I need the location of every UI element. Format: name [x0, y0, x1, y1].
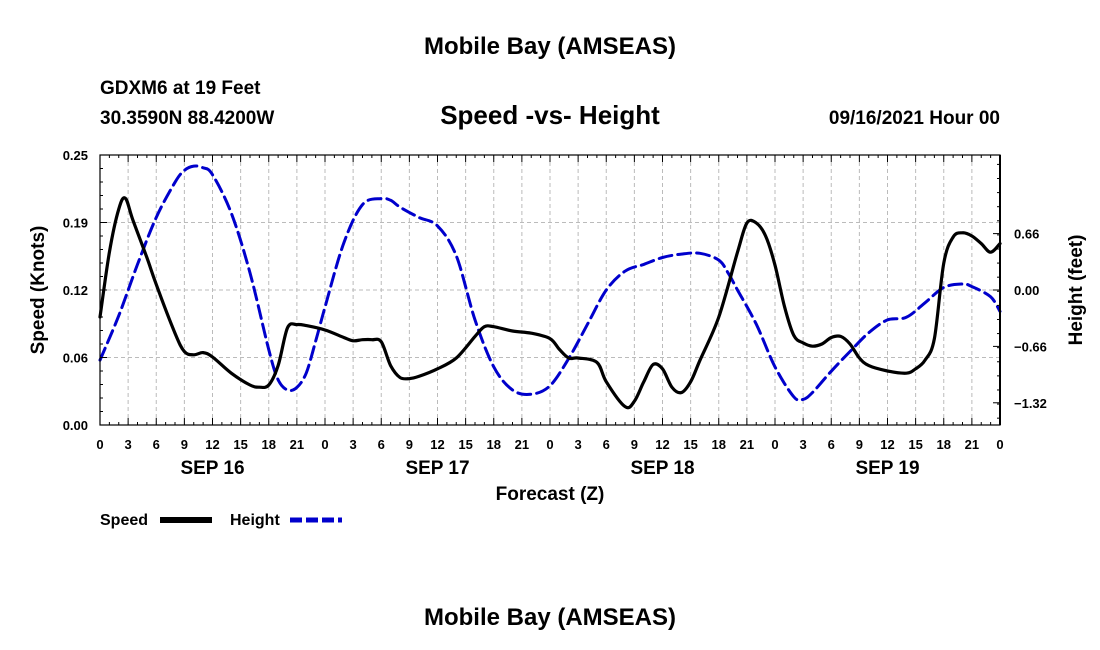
x-tick-label: 21 [290, 437, 304, 452]
x-tick-label: 21 [965, 437, 979, 452]
y-left-tick-label: 0.00 [63, 418, 88, 433]
axis-ticks: 0 3 6 9 12 15 18 21 0 3 6 9 12 15 18 21 0 3 6 9 12 15 18 21 0 3 6 9… [63, 148, 1047, 479]
height-series-line [98, 164, 1002, 402]
day-label: SEP 17 [405, 458, 469, 479]
y-right-tick-label: 0.66 [1014, 227, 1039, 242]
title-bottom: Mobile Bay (AMSEAS) [424, 604, 676, 631]
legend-height-label: Height [230, 512, 280, 529]
x-tick-label: 6 [378, 437, 385, 452]
x-tick-label: 3 [800, 437, 807, 452]
x-tick-label: 12 [655, 437, 669, 452]
x-tick-label: 15 [233, 437, 247, 452]
y-right-tick-label: −1.32 [1014, 396, 1047, 411]
x-tick-label: 15 [908, 437, 922, 452]
x-tick-label: 3 [125, 437, 132, 452]
x-tick-label: 18 [937, 437, 951, 452]
x-tick-label: 12 [880, 437, 894, 452]
x-tick-label: 0 [96, 437, 103, 452]
x-tick-label: 21 [515, 437, 529, 452]
x-tick-label: 12 [205, 437, 219, 452]
x-tick-label: 12 [430, 437, 444, 452]
legend: Speed Height [100, 512, 342, 529]
y-left-tick-label: 0.19 [63, 216, 88, 231]
x-tick-label: 18 [712, 437, 726, 452]
x-tick-label: 9 [406, 437, 413, 452]
y-right-tick-label: −0.66 [1014, 339, 1047, 354]
y-left-tick-label: 0.12 [63, 283, 88, 298]
grid-lines [100, 155, 1000, 425]
datetime-label: 09/16/2021 Hour 00 [829, 108, 1000, 129]
x-tick-label: 3 [575, 437, 582, 452]
x-tick-label: 3 [350, 437, 357, 452]
left-axis-title: Speed (Knots) [28, 226, 49, 355]
chart-subtitle: Speed -vs- Height [440, 100, 660, 130]
x-tick-label: 9 [181, 437, 188, 452]
x-tick-label: 0 [996, 437, 1003, 452]
day-label: SEP 16 [180, 458, 244, 479]
coords-label: 30.3590N 88.4200W [100, 108, 274, 129]
y-left-tick-label: 0.06 [63, 351, 88, 366]
x-axis-title: Forecast (Z) [496, 484, 605, 505]
day-label: SEP 19 [855, 458, 919, 479]
x-tick-label: 0 [546, 437, 553, 452]
y-right-tick-label: 0.00 [1014, 283, 1039, 298]
right-axis-title: Height (feet) [1066, 235, 1087, 346]
x-tick-label: 18 [262, 437, 276, 452]
x-tick-label: 6 [153, 437, 160, 452]
x-tick-label: 6 [603, 437, 610, 452]
x-tick-label: 9 [631, 437, 638, 452]
x-tick-label: 15 [683, 437, 697, 452]
title-top: Mobile Bay (AMSEAS) [424, 33, 676, 60]
x-tick-label: 9 [856, 437, 863, 452]
station-label: GDXM6 at 19 Feet [100, 78, 261, 99]
day-label: SEP 18 [630, 458, 694, 479]
x-tick-label: 6 [828, 437, 835, 452]
legend-speed-label: Speed [100, 512, 148, 529]
x-tick-label: 15 [458, 437, 472, 452]
speed-series-line [98, 196, 1002, 410]
series-group [98, 164, 1002, 410]
x-tick-label: 0 [321, 437, 328, 452]
x-tick-label: 21 [740, 437, 754, 452]
x-tick-label: 0 [771, 437, 778, 452]
y-left-tick-label: 0.25 [63, 148, 88, 163]
x-tick-label: 18 [487, 437, 501, 452]
